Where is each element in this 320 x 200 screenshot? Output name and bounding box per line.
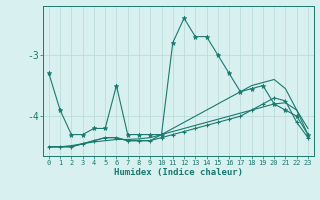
X-axis label: Humidex (Indice chaleur): Humidex (Indice chaleur): [114, 168, 243, 177]
